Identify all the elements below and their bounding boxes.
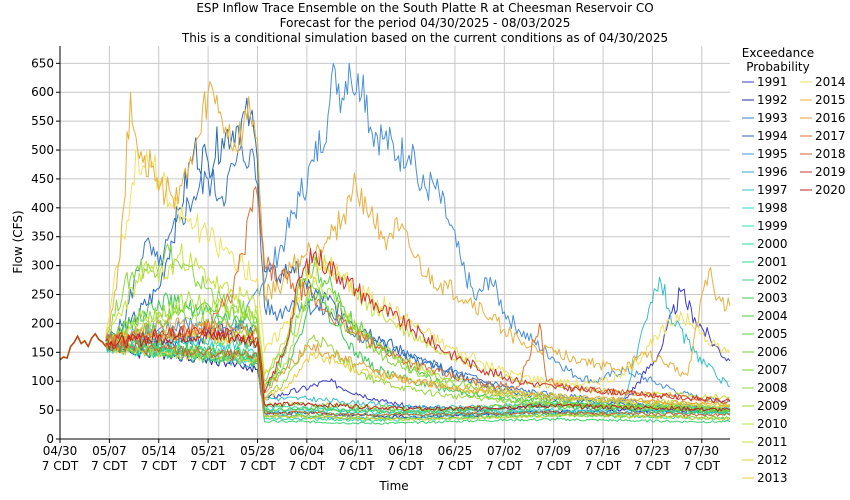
title-line-2: Forecast for the period 04/30/2025 - 08/… <box>280 16 571 30</box>
x-tick-label-time: 7 CDT <box>239 459 276 473</box>
series-line-2019 <box>105 248 731 403</box>
y-tick-label: 450 <box>31 172 54 186</box>
x-tick-label-time: 7 CDT <box>437 459 474 473</box>
x-tick-label-date: 06/25 <box>438 444 473 458</box>
legend-label-2014: 2014 <box>815 75 846 89</box>
series-layer <box>59 62 731 425</box>
x-tick-label-date: 06/11 <box>339 444 374 458</box>
legend-label-2000: 2000 <box>757 237 788 251</box>
legend-label-2018: 2018 <box>815 147 846 161</box>
legend-label-1998: 1998 <box>757 201 788 215</box>
legend-label-2013: 2013 <box>757 471 788 485</box>
x-axis-title: Time <box>378 479 408 493</box>
y-tick-label: 550 <box>31 114 54 128</box>
x-tick-label-time: 7 CDT <box>190 459 227 473</box>
x-tick-label-time: 7 CDT <box>91 459 128 473</box>
x-tick-label-time: 7 CDT <box>486 459 523 473</box>
x-tick-label-time: 7 CDT <box>289 459 326 473</box>
legend-label-2005: 2005 <box>757 327 788 341</box>
x-tick-label-date: 07/30 <box>684 444 719 458</box>
x-tick-label-date: 07/09 <box>536 444 571 458</box>
series-line-2012 <box>105 341 731 421</box>
legend-label-2009: 2009 <box>757 399 788 413</box>
y-tick-label: 0 <box>46 432 54 446</box>
x-tick-label-time: 7 CDT <box>338 459 375 473</box>
series-line-2010 <box>105 276 731 407</box>
y-tick-label: 150 <box>31 345 54 359</box>
legend-label-2015: 2015 <box>815 93 846 107</box>
legend-label-1994: 1994 <box>757 129 788 143</box>
y-tick-label: 500 <box>31 143 54 157</box>
legend-label-2003: 2003 <box>757 291 788 305</box>
legend-label-1993: 1993 <box>757 111 788 125</box>
y-tick-label: 350 <box>31 230 54 244</box>
series-line-2016 <box>105 316 731 407</box>
series-line-2017 <box>105 186 731 404</box>
legend-label-2012: 2012 <box>757 453 788 467</box>
legend-label-1991: 1991 <box>757 75 788 89</box>
plot-area <box>60 46 730 439</box>
x-tick-label-date: 04/30 <box>43 444 78 458</box>
legend-label-1995: 1995 <box>757 147 788 161</box>
chart-title: ESP Inflow Trace Ensemble on the South P… <box>181 1 668 45</box>
legend-label-2006: 2006 <box>757 345 788 359</box>
legend-label-1992: 1992 <box>757 93 788 107</box>
x-tick-label-date: 06/04 <box>290 444 325 458</box>
x-tick-label-date: 07/23 <box>635 444 670 458</box>
x-tick-label-time: 7 CDT <box>42 459 79 473</box>
legend-label-1997: 1997 <box>757 183 788 197</box>
x-tick-label-date: 05/21 <box>191 444 226 458</box>
legend-label-2011: 2011 <box>757 435 788 449</box>
title-line-1: ESP Inflow Trace Ensemble on the South P… <box>196 1 653 15</box>
series-line-2015 <box>105 81 731 377</box>
legend-label-1999: 1999 <box>757 219 788 233</box>
x-tick-label-date: 07/02 <box>487 444 522 458</box>
series-line-2018 <box>105 340 731 417</box>
legend-label-2001: 2001 <box>757 255 788 269</box>
observed-line <box>59 332 107 361</box>
legend-label-2017: 2017 <box>815 129 846 143</box>
y-tick-label: 600 <box>31 85 54 99</box>
x-tick-label-date: 05/07 <box>92 444 127 458</box>
y-tick-label: 650 <box>31 56 54 70</box>
x-tick-label-time: 7 CDT <box>585 459 622 473</box>
y-tick-label: 400 <box>31 201 54 215</box>
y-axis-title: Flow (CFS) <box>11 210 25 273</box>
legend-label-2010: 2010 <box>757 417 788 431</box>
x-tick-label-time: 7 CDT <box>535 459 572 473</box>
x-tick-label-time: 7 CDT <box>684 459 721 473</box>
legend-label-2002: 2002 <box>757 273 788 287</box>
legend-label-2008: 2008 <box>757 381 788 395</box>
legend-title-line-2: Probability <box>746 60 809 74</box>
legend-label-2020: 2020 <box>815 183 846 197</box>
y-tick-label: 100 <box>31 374 54 388</box>
x-tick-label-date: 06/18 <box>388 444 423 458</box>
legend: Exceedance Probability 1991 1992 1993 1994 1… <box>742 46 846 485</box>
x-tick-label-date: 07/16 <box>586 444 621 458</box>
series-line-2002 <box>105 342 731 425</box>
legend-label-2016: 2016 <box>815 111 846 125</box>
legend-label-1996: 1996 <box>757 165 788 179</box>
legend-title-line-1: Exceedance <box>742 46 814 60</box>
y-tick-label: 250 <box>31 288 54 302</box>
title-line-3: This is a conditional simulation based o… <box>181 31 668 45</box>
x-tick-label-date: 05/14 <box>141 444 176 458</box>
series-line-2020 <box>105 329 731 412</box>
series-line-2006 <box>105 341 731 421</box>
legend-label-2007: 2007 <box>757 363 788 377</box>
legend-label-2004: 2004 <box>757 309 788 323</box>
series-line-1996 <box>105 338 731 421</box>
legend-label-2019: 2019 <box>815 165 846 179</box>
x-tick-label-date: 05/28 <box>240 444 275 458</box>
axes: 0 50 100 150 200 250 300 350 400 450 500 550 600 650 0… <box>31 46 730 473</box>
x-tick-label-time: 7 CDT <box>387 459 424 473</box>
y-tick-label: 300 <box>31 259 54 273</box>
x-tick-label-time: 7 CDT <box>634 459 671 473</box>
y-tick-label: 200 <box>31 316 54 330</box>
y-tick-label: 50 <box>39 403 54 417</box>
x-tick-label-time: 7 CDT <box>141 459 178 473</box>
